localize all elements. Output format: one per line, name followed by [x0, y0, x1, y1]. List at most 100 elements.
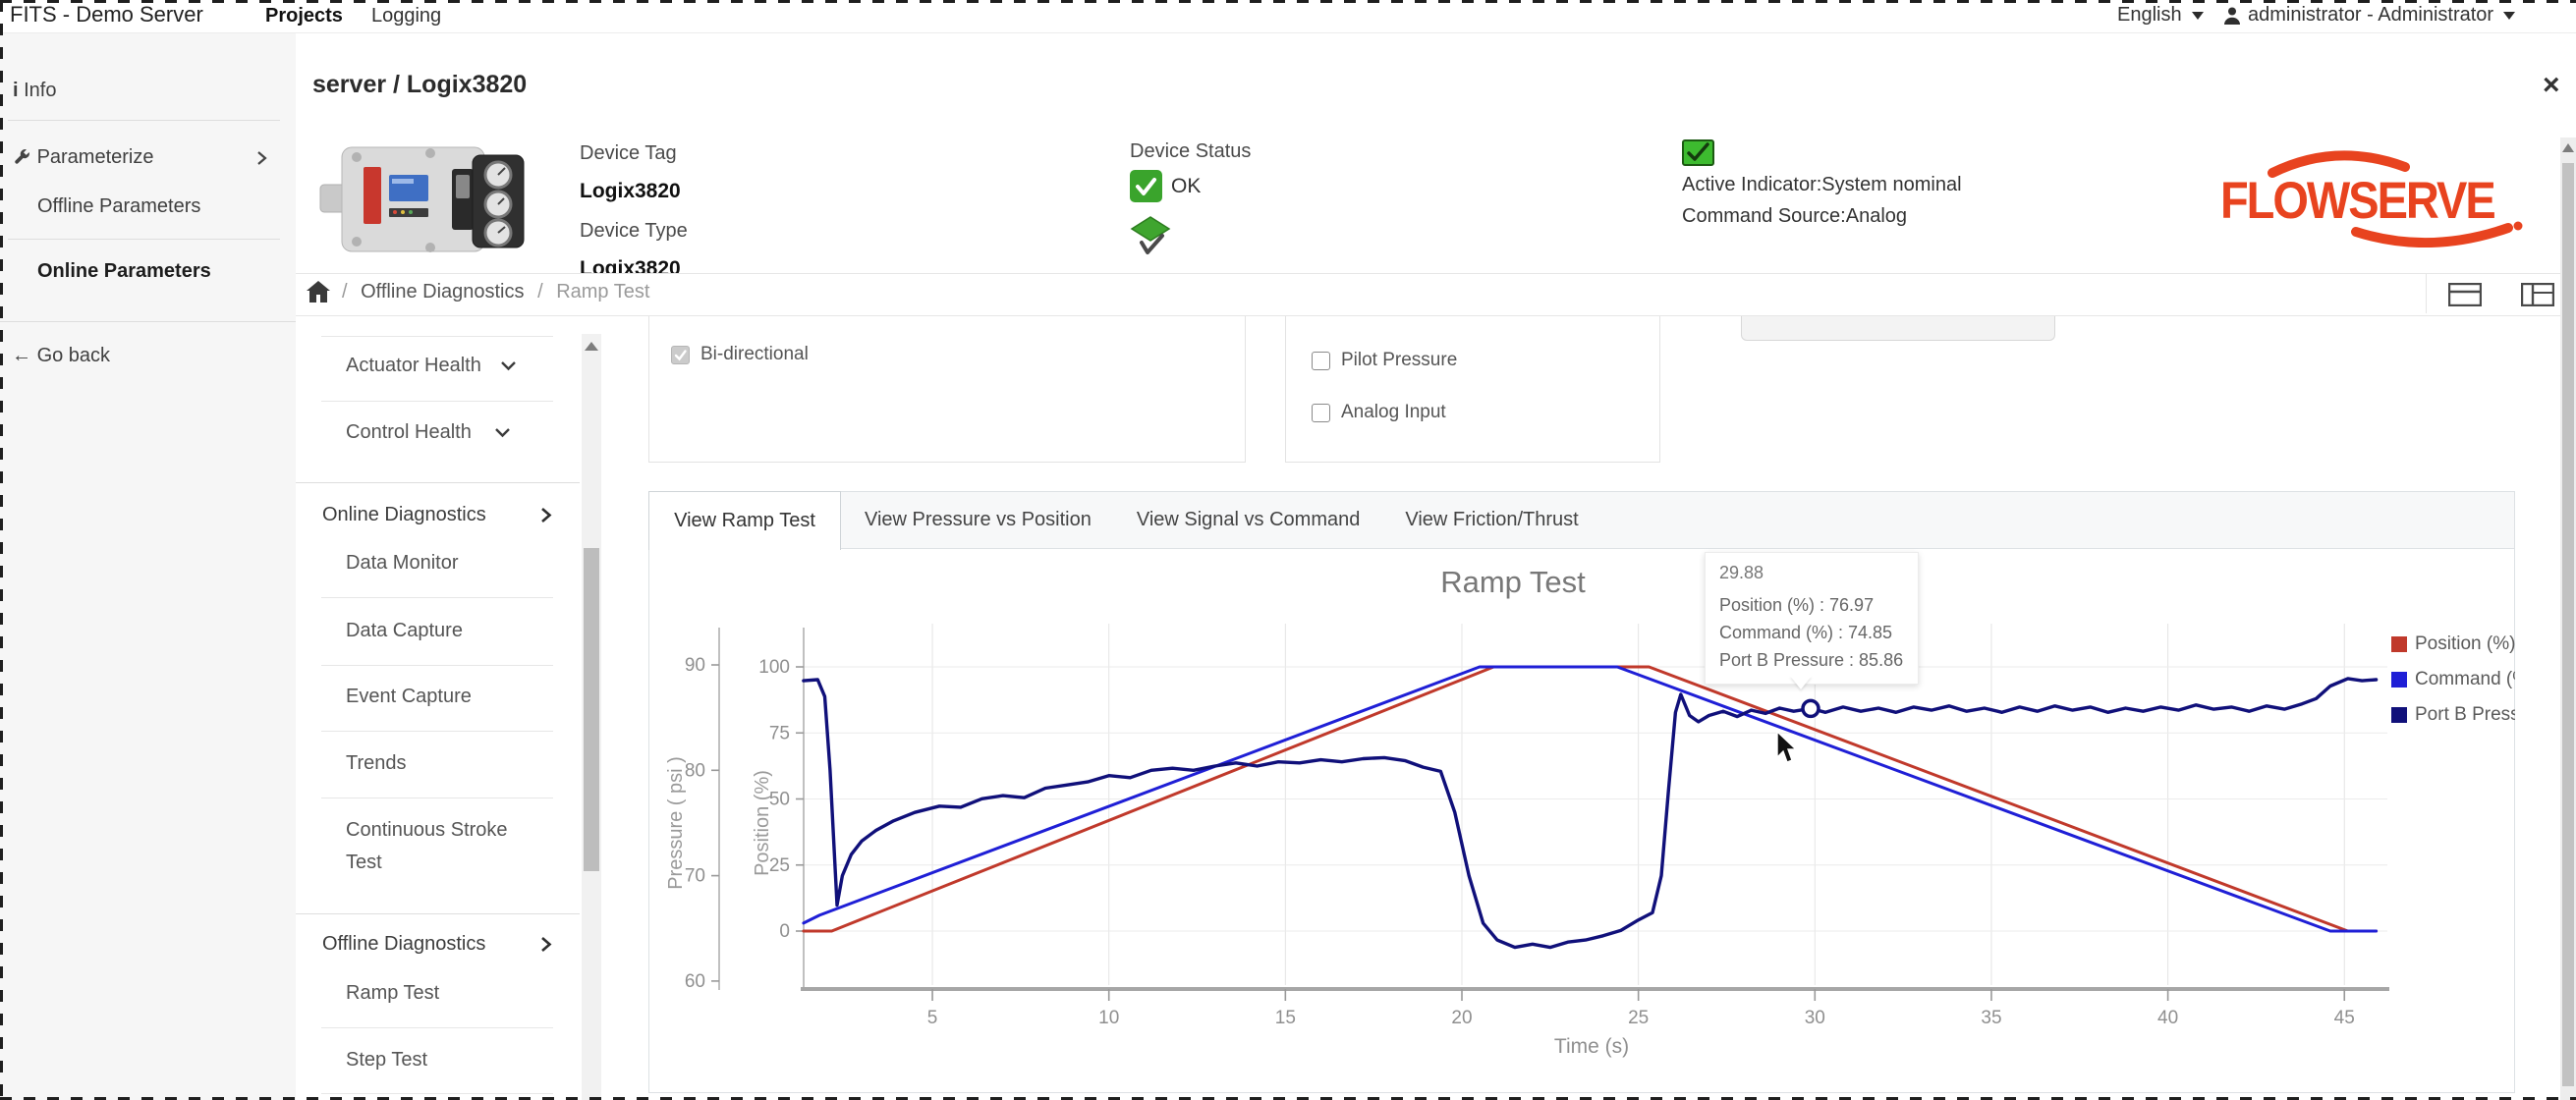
menu-item-online-diagnostics[interactable]: Online Diagnostics: [322, 504, 552, 526]
active-indicator-text: Active Indicator:System nominal: [1682, 174, 1962, 195]
device-type-label: Device Type: [580, 220, 688, 242]
menu-item-ramp-test[interactable]: Ramp Test: [346, 982, 440, 1004]
top-navbar: FITS - Demo Server Projects Logging Engl…: [0, 0, 2576, 33]
menu-item-offline-diagnostics[interactable]: Offline Diagnostics: [322, 933, 552, 956]
legend-swatch: [2391, 707, 2407, 723]
breadcrumb: / Offline Diagnostics / Ramp Test: [342, 281, 650, 302]
sidebar-item-info[interactable]: i Info: [13, 80, 57, 101]
analog-input-checkbox[interactable]: [1312, 403, 1330, 422]
menu-item-actuator-health[interactable]: Actuator Health: [346, 355, 517, 377]
menu-item-step-test[interactable]: Step Test: [346, 1049, 428, 1071]
svg-text:60: 60: [685, 971, 705, 992]
divider: [2426, 274, 2427, 313]
user-label: administrator - Administrator: [2248, 4, 2494, 26]
chart-tooltip: 29.88 Position (%) : 76.97 Command (%) :…: [1705, 552, 1919, 685]
svg-text:10: 10: [1098, 1008, 1119, 1028]
svg-text:40: 40: [2157, 1008, 2178, 1028]
sidebar-item-offline-parameters[interactable]: Offline Parameters: [37, 195, 201, 217]
pilot-pressure-checkbox[interactable]: [1312, 351, 1330, 370]
tooltip-pointer: [1790, 676, 1812, 689]
capture-border-bottom: [0, 1097, 2576, 1100]
chart-legend: Position (%) Command (%) Port B Pressure: [2391, 627, 2515, 744]
scroll-up-icon[interactable]: [2562, 143, 2574, 152]
layout-sidebar-icon[interactable]: [2521, 283, 2554, 306]
svg-text:30: 30: [1805, 1008, 1825, 1028]
tab-view-signal-vs-command[interactable]: View Signal vs Command: [1136, 509, 1361, 530]
chevron-right-icon: [541, 508, 552, 522]
svg-text:80: 80: [685, 760, 705, 781]
pilot-pressure-label: Pilot Pressure: [1341, 350, 1458, 370]
diagnostics-menu: [296, 316, 582, 1100]
tab-view-friction-thrust[interactable]: View Friction/Thrust: [1405, 509, 1579, 530]
page-scrollbar-thumb[interactable]: [2562, 163, 2574, 1086]
menu-item-control-health[interactable]: Control Health: [346, 421, 511, 444]
device-status-label: Device Status: [1130, 140, 1252, 162]
info-icon: i: [13, 80, 19, 101]
analog-input-label: Analog Input: [1341, 402, 1446, 422]
bidirectional-label: Bi-directional: [700, 344, 809, 364]
svg-text:70: 70: [685, 866, 705, 887]
menu-scrollbar-thumb[interactable]: [584, 548, 599, 871]
tooltip-time: 29.88: [1719, 563, 1764, 582]
sidebar-item-go-back[interactable]: ← Go back: [12, 345, 111, 366]
chevron-right-icon: [541, 937, 552, 952]
breadcrumb-offline-diagnostics[interactable]: Offline Diagnostics: [361, 281, 525, 302]
svg-text:35: 35: [1981, 1008, 2001, 1028]
close-icon[interactable]: ×: [2543, 69, 2560, 101]
device-tag-value: Logix3820: [580, 180, 681, 202]
divider: [321, 1027, 553, 1028]
connection-status-icon: [1130, 216, 1171, 254]
divider: [296, 482, 580, 483]
tab-strip: View Pressure vs Position View Signal vs…: [649, 492, 2514, 549]
tooltip-port-b-pressure: Port B Pressure : 85.86: [1719, 650, 1904, 670]
disabled-input: [1741, 316, 2055, 341]
home-icon[interactable]: [307, 281, 330, 302]
scroll-up-icon[interactable]: [585, 342, 598, 351]
sidebar-item-parameterize[interactable]: Parameterize: [13, 146, 308, 169]
menu-item-data-monitor[interactable]: Data Monitor: [346, 552, 459, 574]
chevron-down-icon: [2191, 11, 2204, 20]
divider: [8, 239, 280, 240]
flowserve-logo: FLOWSERVE: [2220, 150, 2523, 248]
nav-projects[interactable]: Projects: [265, 5, 343, 27]
nav-logging[interactable]: Logging: [371, 5, 442, 27]
user-dropdown[interactable]: administrator - Administrator: [2222, 4, 2516, 27]
divider: [321, 731, 553, 732]
page-title: server / Logix3820: [312, 71, 528, 98]
menu-item-trends[interactable]: Trends: [346, 752, 407, 774]
language-dropdown[interactable]: English: [2117, 4, 2204, 27]
capture-border-top: [0, 0, 2576, 3]
command-source-text: Command Source:Analog: [1682, 205, 1908, 227]
svg-text:Time (s): Time (s): [1554, 1035, 1629, 1058]
bidirectional-checkbox[interactable]: [671, 345, 690, 364]
divider: [321, 597, 553, 598]
legend-swatch: [2391, 636, 2407, 652]
chevron-down-icon: [2503, 11, 2516, 20]
ramp-test-chart[interactable]: 5 10 15 20 25 30 35 40 45 0 25 50 75 100 60 70 80 90 Press…: [648, 550, 2515, 1093]
pressure-options-panel: Pilot Pressure Analog Input: [1285, 316, 1660, 463]
svg-text:90: 90: [685, 655, 705, 676]
device-photo: [319, 146, 525, 252]
layout-horizontal-icon[interactable]: [2448, 283, 2482, 306]
menu-item-continuous-stroke-test[interactable]: Continuous Stroke Test: [346, 819, 508, 873]
divider: [321, 336, 553, 337]
status-ok-icon: [1130, 170, 1162, 202]
chevron-down-icon: [495, 428, 511, 438]
menu-item-data-capture[interactable]: Data Capture: [346, 620, 463, 641]
chart-title: Ramp Test: [1440, 565, 1586, 599]
sidebar-item-online-parameters[interactable]: Online Parameters: [37, 260, 211, 282]
active-indicator-checkbox: [1682, 139, 1714, 166]
tab-view-pressure-vs-position[interactable]: View Pressure vs Position: [865, 509, 1092, 530]
breadcrumb-bar: [296, 273, 2576, 316]
legend-swatch: [2391, 672, 2407, 688]
tab-view-ramp-test[interactable]: View Ramp Test: [648, 491, 841, 550]
divider: [321, 401, 553, 402]
breadcrumb-ramp-test: Ramp Test: [556, 281, 650, 302]
menu-item-event-capture[interactable]: Event Capture: [346, 686, 472, 707]
svg-text:Position (%): Position (%): [752, 770, 773, 876]
page-scrollbar[interactable]: [2560, 138, 2576, 1100]
menu-scrollbar[interactable]: [582, 334, 601, 1100]
legend-label: Port B Pressure: [2415, 704, 2515, 725]
legend-label: Position (%): [2415, 633, 2515, 654]
svg-text:FLOWSERVE: FLOWSERVE: [2220, 171, 2494, 229]
